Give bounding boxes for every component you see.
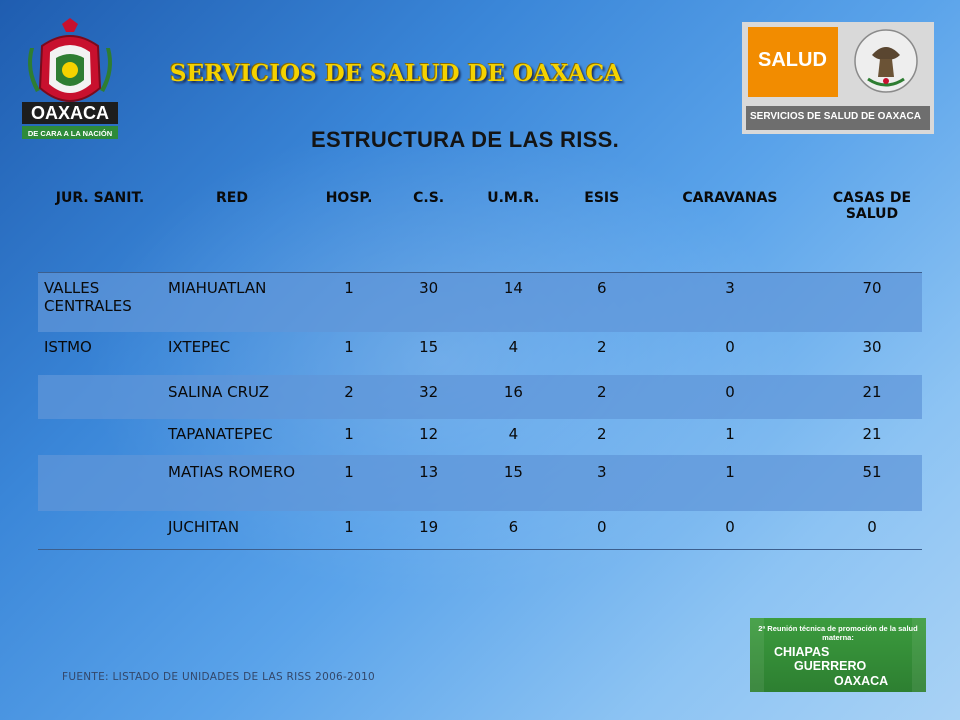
cell-casas-de-salud: 70 xyxy=(822,272,922,332)
cell-cs: 32 xyxy=(396,375,462,419)
cell-red: TAPANATEPEC xyxy=(168,425,273,443)
cell-esis: 3 xyxy=(565,455,638,511)
cell-red: JUCHITAN xyxy=(162,511,302,550)
cell-casas-de-salud: 21 xyxy=(862,425,882,443)
riss-structure-table: JUR. SANIT. RED HOSP. C.S. U.M.R. ESIS C… xyxy=(38,178,922,550)
event-logo-state-guerrero: GUERRERO xyxy=(794,659,867,673)
cell-casas-de-salud: 0 xyxy=(822,511,922,550)
cell-caravanas: 1 xyxy=(725,425,735,443)
cell-casas-de-salud: 30 xyxy=(862,338,882,356)
table-header-row: JUR. SANIT. RED HOSP. C.S. U.M.R. ESIS C… xyxy=(38,178,922,273)
cell-esis: 2 xyxy=(565,375,638,419)
salud-logo-caption: SERVICIOS DE SALUD DE OAXACA xyxy=(750,111,921,122)
header-jur-sanit: JUR. SANIT. xyxy=(38,178,162,273)
cell-umr: 15 xyxy=(461,455,566,511)
event-logo-state-oaxaca: OAXACA xyxy=(834,674,889,688)
cell-esis: 6 xyxy=(565,272,638,332)
cell-jur-sanit xyxy=(38,455,162,511)
cell-hosp: 1 xyxy=(302,455,397,511)
cell-hosp: 1 xyxy=(344,338,354,356)
cell-red: MIAHUATLAN xyxy=(162,272,302,332)
header-hosp: HOSP. xyxy=(302,178,397,273)
cell-hosp: 1 xyxy=(344,425,354,443)
cell-red: SALINA CRUZ xyxy=(162,375,302,419)
cell-jur-sanit xyxy=(38,419,162,455)
cell-cs: 19 xyxy=(396,511,462,550)
table-row: TAPANATEPEC 1 12 4 2 1 21 xyxy=(38,419,922,455)
oaxaca-coat-of-arms-icon: OAXACA DE CARA A LA NACIÓN xyxy=(22,18,118,139)
event-logo-heading: 2ª Reunión técnica de promoción de la sa… xyxy=(758,624,918,642)
cell-esis: 2 xyxy=(596,338,607,356)
table-row: VALLES CENTRALES MIAHUATLAN 1 30 14 6 3 … xyxy=(38,272,922,332)
cell-esis: 0 xyxy=(565,511,638,550)
cell-umr: 4 xyxy=(508,425,519,443)
cell-umr: 6 xyxy=(461,511,566,550)
cell-caravanas: 0 xyxy=(637,375,822,419)
cell-cs: 15 xyxy=(419,338,439,356)
oaxaca-logo-word: OAXACA xyxy=(31,103,109,123)
cell-cs: 12 xyxy=(419,425,439,443)
header-red: RED xyxy=(162,178,302,273)
salud-logo-word: SALUD xyxy=(758,49,827,71)
cell-hosp: 2 xyxy=(302,375,397,419)
salud-caption-strip xyxy=(746,106,930,130)
cell-cs: 13 xyxy=(396,455,462,511)
cell-red: MATIAS ROMERO xyxy=(162,455,302,511)
header-esis: ESIS xyxy=(565,178,638,273)
cell-jur-sanit xyxy=(38,375,162,419)
event-logo-state-chiapas: CHIAPAS xyxy=(774,645,830,659)
page-title: SERVICIOS DE SALUD DE OAXACA xyxy=(170,60,623,87)
cell-jur-sanit: ISTMO xyxy=(44,338,92,356)
cell-caravanas: 1 xyxy=(637,455,822,511)
table-row: ISTMO IXTEPEC 1 15 4 2 0 30 xyxy=(38,332,922,375)
event-logo-left-ornament xyxy=(750,618,764,692)
event-logo: 2ª Reunión técnica de promoción de la sa… xyxy=(750,618,926,692)
oaxaca-logo: OAXACA DE CARA A LA NACIÓN xyxy=(20,18,120,143)
header-casas-de-salud: CASAS DE SALUD xyxy=(822,178,922,273)
oaxaca-logo-tagline: DE CARA A LA NACIÓN xyxy=(28,129,112,138)
cell-umr: 4 xyxy=(508,338,519,356)
cell-casas-de-salud: 21 xyxy=(822,375,922,419)
table-row: JUCHITAN 1 19 6 0 0 0 xyxy=(38,511,922,550)
cell-caravanas: 3 xyxy=(637,272,822,332)
cell-jur-sanit xyxy=(38,511,162,550)
cell-cs: 30 xyxy=(396,272,462,332)
page-subtitle: ESTRUCTURA DE LAS RISS. xyxy=(311,127,619,152)
cell-hosp: 1 xyxy=(302,511,397,550)
mexican-eagle-seal-icon xyxy=(854,29,918,93)
header-cs: C.S. xyxy=(396,178,462,273)
source-note: FUENTE: LISTADO DE UNIDADES DE LAS RISS … xyxy=(62,671,376,683)
cell-esis: 2 xyxy=(596,425,607,443)
cell-umr: 14 xyxy=(461,272,566,332)
cell-caravanas: 0 xyxy=(637,511,822,550)
header-caravanas: CARAVANAS xyxy=(637,178,822,273)
salud-orange-block xyxy=(748,27,838,97)
event-logo-right-ornament xyxy=(912,618,926,692)
cell-red: IXTEPEC xyxy=(168,338,231,356)
cell-caravanas: 0 xyxy=(725,338,735,356)
cell-hosp: 1 xyxy=(302,272,397,332)
table-row: SALINA CRUZ 2 32 16 2 0 21 xyxy=(38,375,922,419)
cell-umr: 16 xyxy=(461,375,566,419)
cell-jur-sanit: VALLES CENTRALES xyxy=(38,272,162,332)
salud-logo: SALUD SERVICIOS DE SALUD DE OAXACA xyxy=(742,22,934,134)
table-row: MATIAS ROMERO 1 13 15 3 1 51 xyxy=(38,455,922,511)
cell-casas-de-salud: 51 xyxy=(822,455,922,511)
header-umr: U.M.R. xyxy=(461,178,566,273)
